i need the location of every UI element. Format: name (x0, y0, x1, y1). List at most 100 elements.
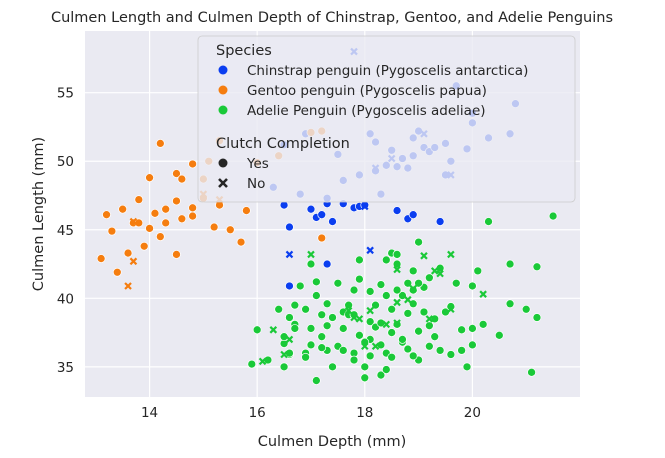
data-point-yes (355, 330, 364, 340)
data-point-yes (387, 304, 397, 314)
data-point-yes (306, 204, 316, 214)
data-point-yes (435, 217, 445, 226)
data-point-yes (349, 355, 359, 365)
data-point-yes (381, 255, 391, 265)
data-point-yes (505, 259, 515, 269)
data-point-yes (376, 370, 386, 380)
data-point-no (382, 320, 391, 329)
data-point-yes (408, 210, 418, 220)
data-point-no (425, 315, 434, 323)
data-point-yes (403, 344, 413, 354)
data-point-yes (376, 280, 386, 289)
data-point-yes (306, 259, 316, 269)
data-point-yes (312, 291, 321, 300)
data-point-yes (355, 274, 364, 284)
data-point-yes (150, 208, 160, 218)
data-point-yes (139, 241, 149, 251)
data-point-no (447, 250, 455, 259)
chart-title: Culmen Length and Culmen Depth of Chinst… (51, 10, 613, 26)
data-point-no (285, 250, 294, 259)
x-axis-label: Culmen Depth (mm) (258, 434, 407, 450)
y-tick-label: 50 (57, 154, 74, 170)
data-point-yes (435, 346, 445, 355)
data-point-yes (155, 232, 165, 241)
legend-series-label: Gentoo penguin (Pygoscelis papua) (247, 83, 487, 99)
data-point-no (393, 265, 401, 274)
y-axis-label: Culmen Length (mm) (31, 137, 47, 291)
data-point-no (350, 313, 358, 322)
data-point-yes (338, 346, 348, 355)
data-point-yes (317, 332, 327, 342)
y-tick-label: 45 (57, 223, 74, 239)
data-point-no (404, 295, 412, 304)
data-point-yes (236, 237, 246, 247)
data-point-yes (457, 325, 466, 335)
data-point-yes (532, 262, 542, 272)
data-point-yes (290, 324, 300, 333)
legend-series-marker (218, 65, 228, 75)
data-point-no (344, 306, 353, 315)
data-point-yes (134, 195, 144, 204)
data-point-yes (102, 210, 111, 220)
data-point-yes (177, 174, 187, 184)
data-point-no (409, 284, 417, 293)
legend-style-title: Clutch Completion (216, 136, 350, 152)
data-point-yes (322, 321, 332, 331)
data-point-yes (424, 341, 434, 351)
data-point-yes (172, 169, 181, 178)
data-point-yes (322, 299, 332, 309)
data-point-no (124, 282, 132, 290)
data-point-yes (317, 210, 327, 220)
data-point-no (366, 306, 374, 315)
data-point-yes (387, 328, 397, 337)
data-point-yes (188, 211, 197, 221)
data-point-yes (322, 259, 332, 269)
data-point-yes (225, 225, 235, 235)
data-point-yes (312, 277, 321, 287)
data-point-yes (209, 222, 219, 232)
data-point-yes (484, 217, 493, 226)
x-tick-label: 16 (249, 405, 266, 421)
data-point-no (430, 267, 439, 275)
data-point-yes (468, 340, 477, 350)
data-point-yes (446, 350, 456, 359)
data-point-yes (328, 217, 337, 226)
data-point-no (285, 335, 294, 344)
data-point-yes (387, 352, 397, 362)
data-point-yes (328, 313, 337, 322)
data-point-yes (468, 324, 477, 333)
data-point-yes (112, 267, 122, 277)
data-point-yes (155, 139, 165, 148)
data-point-yes (317, 310, 327, 320)
data-point-yes (285, 222, 294, 232)
x-tick-label: 20 (464, 405, 481, 421)
y-axis-ticks: 35 40 45 50 55 (57, 86, 74, 376)
data-point-no (280, 350, 288, 359)
data-point-yes (349, 285, 359, 295)
x-tick-label: 18 (356, 405, 373, 421)
data-point-yes (505, 299, 515, 309)
data-point-yes (473, 266, 483, 276)
data-point-yes (521, 304, 531, 314)
data-point-yes (381, 291, 391, 300)
data-point-yes (451, 278, 461, 288)
data-point-yes (365, 317, 375, 326)
y-tick-label: 35 (57, 360, 74, 376)
data-point-yes (295, 281, 305, 291)
data-point-yes (333, 278, 343, 288)
legend-style-marker-no (218, 178, 228, 188)
data-point-yes (312, 376, 321, 385)
data-point-yes (392, 285, 402, 295)
data-point-no (361, 202, 369, 211)
legend-style-label: Yes (246, 156, 269, 172)
data-point-yes (360, 362, 370, 372)
data-point-yes (430, 332, 440, 342)
data-point-yes (161, 204, 171, 214)
data-point-yes (96, 254, 106, 263)
data-point-yes (247, 359, 257, 369)
data-point-yes (285, 313, 294, 322)
data-point-yes (338, 324, 348, 333)
data-point-yes (527, 367, 536, 377)
data-point-yes (317, 233, 327, 243)
data-point-yes (285, 281, 294, 291)
